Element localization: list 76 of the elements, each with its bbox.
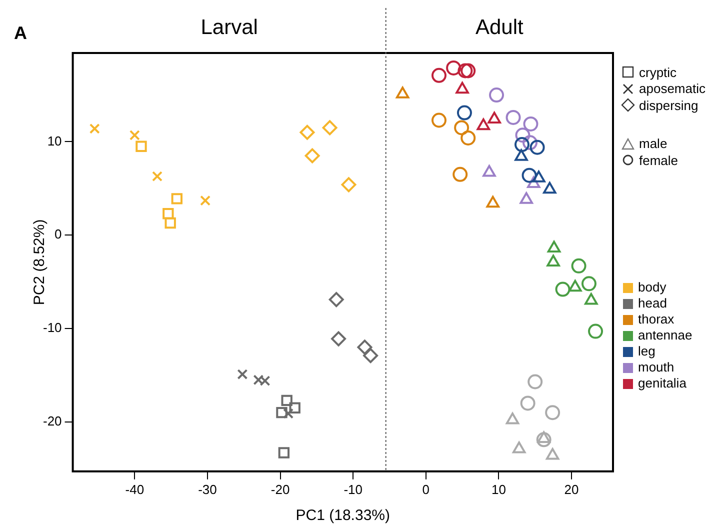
text: dispersing bbox=[639, 98, 698, 113]
point bbox=[164, 217, 176, 229]
point bbox=[581, 276, 596, 292]
point bbox=[458, 63, 473, 78]
point bbox=[396, 86, 410, 98]
x-tick-label: 0 bbox=[422, 482, 430, 497]
point bbox=[546, 254, 560, 266]
point bbox=[520, 396, 536, 411]
point bbox=[568, 280, 582, 292]
point bbox=[536, 432, 552, 448]
point bbox=[555, 282, 570, 297]
x-tick-label: -20 bbox=[270, 482, 290, 497]
text: aposematic bbox=[639, 81, 706, 96]
point bbox=[454, 120, 470, 136]
text: female bbox=[639, 152, 678, 168]
point bbox=[523, 116, 538, 132]
point bbox=[452, 166, 468, 182]
point bbox=[129, 130, 140, 140]
point bbox=[530, 140, 545, 155]
legend-label: head bbox=[638, 296, 667, 311]
x-tick-label: -30 bbox=[198, 482, 217, 497]
point bbox=[281, 394, 292, 406]
point bbox=[289, 402, 300, 414]
y-axis-title: PC2 (8.52%) bbox=[31, 219, 48, 306]
point bbox=[522, 168, 537, 183]
point bbox=[200, 195, 211, 206]
point bbox=[476, 118, 490, 130]
point bbox=[506, 110, 521, 125]
point bbox=[515, 128, 530, 143]
y-tick-label: -20 bbox=[42, 413, 62, 428]
legend-label: antennae bbox=[638, 328, 692, 343]
text: male bbox=[639, 136, 668, 152]
point bbox=[460, 63, 476, 78]
point bbox=[489, 88, 504, 103]
point bbox=[171, 193, 182, 204]
legend-label: leg bbox=[638, 344, 656, 359]
text: cryptic bbox=[639, 64, 677, 80]
text: A bbox=[14, 22, 27, 43]
y-tick-label: 10 bbox=[47, 133, 62, 148]
point bbox=[460, 130, 476, 146]
text: Larval bbox=[200, 16, 258, 39]
point bbox=[283, 408, 294, 419]
point bbox=[237, 369, 248, 380]
point bbox=[431, 68, 446, 83]
point bbox=[162, 208, 174, 220]
point bbox=[456, 105, 472, 120]
point bbox=[446, 60, 462, 76]
point bbox=[89, 123, 100, 134]
text: Adult bbox=[475, 16, 524, 39]
point bbox=[253, 374, 264, 386]
x-tick-label: 10 bbox=[491, 482, 506, 497]
point bbox=[545, 405, 560, 420]
point bbox=[152, 171, 162, 182]
point bbox=[506, 412, 520, 424]
point bbox=[588, 324, 604, 339]
x-tick-label: -40 bbox=[125, 482, 144, 497]
point bbox=[522, 135, 538, 150]
point bbox=[514, 137, 530, 152]
point bbox=[547, 240, 561, 252]
point bbox=[136, 140, 147, 152]
legend-label: body bbox=[638, 280, 667, 295]
x-tick-label: -10 bbox=[344, 482, 362, 497]
point bbox=[528, 374, 543, 390]
point bbox=[571, 258, 586, 274]
point bbox=[431, 112, 446, 128]
legend-label: genitalia bbox=[638, 376, 688, 391]
point bbox=[276, 406, 288, 418]
legend-label: mouth bbox=[638, 360, 674, 375]
legend-label: thorax bbox=[638, 312, 675, 327]
x-tick-label: 20 bbox=[564, 482, 579, 497]
point bbox=[278, 447, 290, 458]
y-tick-label: 0 bbox=[54, 226, 62, 242]
y-tick-label: -10 bbox=[42, 320, 62, 336]
point bbox=[260, 376, 270, 386]
point bbox=[584, 292, 598, 305]
x-axis-title: PC1 (18.33%) bbox=[296, 507, 390, 524]
